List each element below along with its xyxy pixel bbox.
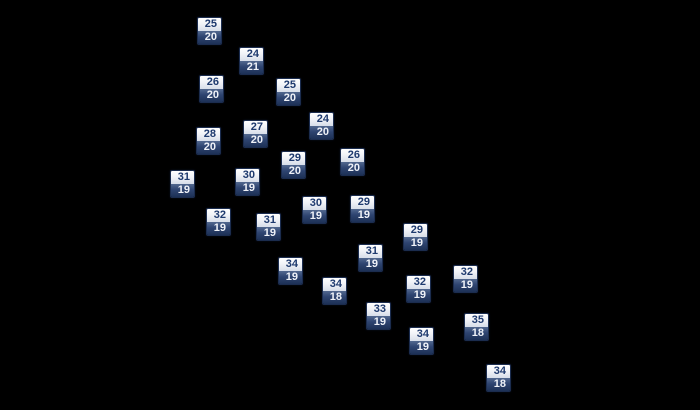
high-temp-value: 24	[310, 113, 333, 126]
low-temp-value: 18	[465, 327, 488, 340]
temp-badge[interactable]: 26 20	[199, 75, 224, 103]
high-temp-value: 34	[487, 365, 510, 378]
low-temp-value: 19	[454, 279, 477, 292]
high-temp-value: 35	[465, 314, 488, 327]
high-temp-value: 31	[171, 171, 194, 184]
low-temp-value: 18	[487, 378, 510, 391]
temp-badge[interactable]: 30 19	[302, 196, 327, 224]
low-temp-value: 18	[323, 291, 346, 304]
temp-badge[interactable]: 35 18	[464, 313, 489, 341]
high-temp-value: 29	[351, 196, 374, 209]
temp-badge[interactable]: 32 19	[453, 265, 478, 293]
low-temp-value: 20	[244, 134, 267, 147]
high-temp-value: 32	[407, 276, 430, 289]
temp-badge[interactable]: 34 19	[409, 327, 434, 355]
low-temp-value: 20	[282, 165, 305, 178]
temp-badge[interactable]: 31 19	[358, 244, 383, 272]
low-temp-value: 19	[351, 209, 374, 222]
low-temp-value: 19	[303, 210, 326, 223]
high-temp-value: 31	[257, 214, 280, 227]
temp-badge[interactable]: 29 20	[281, 151, 306, 179]
low-temp-value: 20	[200, 89, 223, 102]
high-temp-value: 29	[404, 224, 427, 237]
low-temp-value: 19	[257, 227, 280, 240]
high-temp-value: 28	[197, 128, 220, 141]
temp-badge[interactable]: 32 19	[406, 275, 431, 303]
temp-badge[interactable]: 26 20	[340, 148, 365, 176]
low-temp-value: 20	[198, 31, 221, 44]
high-temp-value: 25	[198, 18, 221, 31]
low-temp-value: 19	[359, 258, 382, 271]
low-temp-value: 19	[236, 182, 259, 195]
high-temp-value: 34	[279, 258, 302, 271]
temp-badge[interactable]: 31 19	[256, 213, 281, 241]
low-temp-value: 19	[279, 271, 302, 284]
temp-badge[interactable]: 33 19	[366, 302, 391, 330]
temp-badge[interactable]: 28 20	[196, 127, 221, 155]
temp-badge[interactable]: 25 20	[197, 17, 222, 45]
temp-badge[interactable]: 29 19	[403, 223, 428, 251]
low-temp-value: 19	[404, 237, 427, 250]
low-temp-value: 20	[197, 141, 220, 154]
high-temp-value: 27	[244, 121, 267, 134]
temp-badge[interactable]: 24 21	[239, 47, 264, 75]
temp-badge[interactable]: 31 19	[170, 170, 195, 198]
low-temp-value: 19	[407, 289, 430, 302]
high-temp-value: 33	[367, 303, 390, 316]
temp-badge[interactable]: 32 19	[206, 208, 231, 236]
temp-badge[interactable]: 30 19	[235, 168, 260, 196]
low-temp-value: 20	[277, 92, 300, 105]
high-temp-value: 30	[236, 169, 259, 182]
temp-badge[interactable]: 34 18	[486, 364, 511, 392]
temp-badge[interactable]: 34 18	[322, 277, 347, 305]
temp-badge[interactable]: 24 20	[309, 112, 334, 140]
low-temp-value: 20	[341, 162, 364, 175]
high-temp-value: 34	[323, 278, 346, 291]
temp-badge[interactable]: 29 19	[350, 195, 375, 223]
high-temp-value: 30	[303, 197, 326, 210]
high-temp-value: 24	[240, 48, 263, 61]
high-temp-value: 32	[454, 266, 477, 279]
low-temp-value: 19	[410, 341, 433, 354]
high-temp-value: 31	[359, 245, 382, 258]
low-temp-value: 19	[367, 316, 390, 329]
temp-badge[interactable]: 25 20	[276, 78, 301, 106]
low-temp-value: 21	[240, 61, 263, 74]
temp-badge[interactable]: 34 19	[278, 257, 303, 285]
high-temp-value: 29	[282, 152, 305, 165]
high-temp-value: 26	[341, 149, 364, 162]
high-temp-value: 32	[207, 209, 230, 222]
temp-badge[interactable]: 27 20	[243, 120, 268, 148]
low-temp-value: 19	[171, 184, 194, 197]
high-temp-value: 34	[410, 328, 433, 341]
high-temp-value: 26	[200, 76, 223, 89]
high-temp-value: 25	[277, 79, 300, 92]
low-temp-value: 19	[207, 222, 230, 235]
low-temp-value: 20	[310, 126, 333, 139]
